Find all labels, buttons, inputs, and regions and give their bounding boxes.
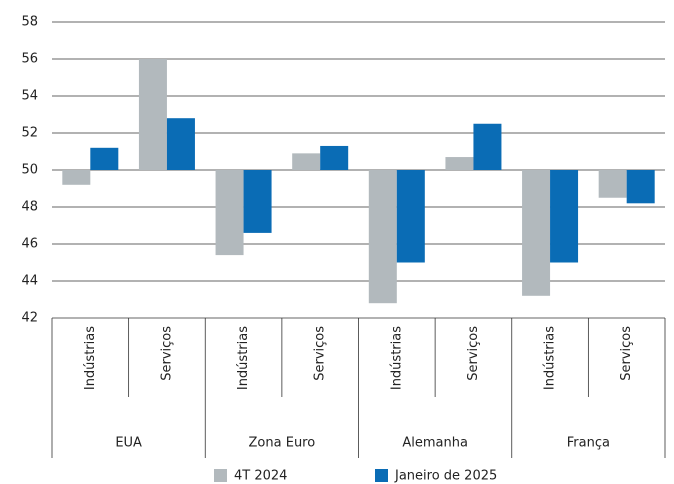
group-label: Alemanha (402, 436, 468, 451)
group-label: França (567, 436, 610, 451)
group-label: Zona Euro (249, 436, 316, 451)
bar (215, 170, 244, 256)
bar (166, 118, 195, 170)
y-tick-label: 50 (21, 163, 38, 178)
bar (90, 147, 119, 170)
group-label: EUA (115, 436, 142, 451)
bar (396, 170, 425, 263)
x-tick-label: Indústrias (83, 326, 98, 390)
x-tick-label: Serviços (313, 326, 328, 381)
x-tick-label: Serviços (619, 326, 634, 381)
bar (598, 170, 627, 198)
y-tick-label: 48 (21, 200, 38, 215)
legend-label: Janeiro de 2025 (394, 469, 497, 484)
y-tick-label: 44 (21, 274, 38, 289)
bar (473, 123, 502, 170)
x-tick-label: Serviços (159, 326, 174, 381)
y-tick-label: 56 (21, 52, 38, 67)
bar (243, 170, 272, 233)
legend-swatch (375, 469, 388, 482)
legend-label: 4T 2024 (234, 469, 287, 484)
y-tick-label: 54 (21, 89, 38, 104)
x-tick-label: Indústrias (543, 326, 558, 390)
bar (368, 170, 397, 304)
legend-swatch (214, 469, 227, 482)
y-tick-label: 42 (21, 311, 38, 326)
x-tick-label: Indústrias (236, 326, 251, 390)
bar (445, 157, 474, 170)
y-tick-label: 52 (21, 126, 38, 141)
bar (550, 170, 579, 263)
bar (292, 153, 321, 170)
bar (522, 170, 551, 296)
y-tick-label: 46 (21, 237, 38, 252)
x-tick-label: Indústrias (389, 326, 404, 390)
x-tick-label: Serviços (466, 326, 481, 381)
bar (320, 145, 349, 170)
bar (138, 59, 167, 170)
bar (626, 170, 655, 204)
bar (62, 170, 91, 185)
y-tick-label: 58 (21, 15, 38, 30)
